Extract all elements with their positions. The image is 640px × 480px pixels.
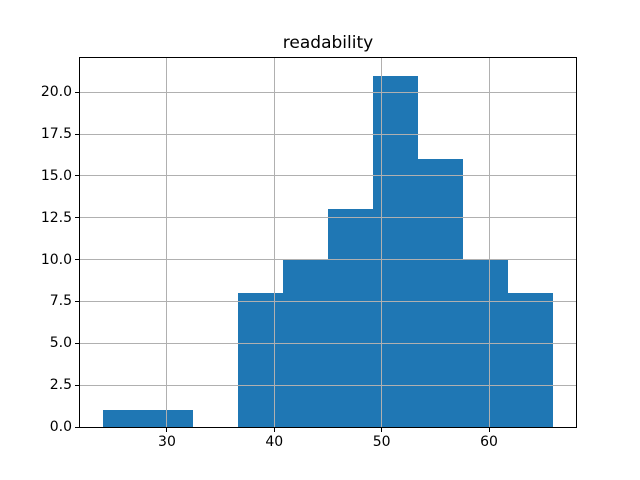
- gridline-horizontal: [80, 342, 576, 344]
- gridline-horizontal: [80, 426, 576, 427]
- histogram-bar: [418, 159, 464, 427]
- gridline-horizontal: [80, 91, 576, 93]
- y-tick-label: 17.5: [40, 126, 72, 143]
- x-tick-mark: [166, 427, 168, 432]
- y-tick-mark: [75, 426, 80, 428]
- x-tick-label: 50: [372, 434, 391, 450]
- x-tick-mark: [381, 427, 383, 432]
- plot-area: [79, 57, 577, 428]
- histogram-bar: [102, 410, 148, 427]
- y-tick-label: 2.5: [49, 377, 72, 394]
- histogram-bar: [147, 410, 193, 427]
- gridline-horizontal: [80, 300, 576, 302]
- y-tick-mark: [75, 217, 80, 219]
- histogram-bar: [328, 209, 374, 427]
- y-tick-mark: [75, 342, 80, 344]
- gridline-horizontal: [80, 175, 576, 177]
- y-tick-label: 7.5: [49, 293, 72, 310]
- y-tick-mark: [75, 259, 80, 261]
- y-tick-mark: [75, 175, 80, 177]
- x-tick-label: 40: [265, 434, 284, 450]
- x-tick-mark: [273, 427, 275, 432]
- y-tick-label: 20.0: [40, 84, 72, 101]
- histogram-bar: [373, 75, 419, 427]
- y-tick-label: 5.0: [49, 335, 72, 352]
- y-tick-label: 15.0: [40, 167, 72, 184]
- y-tick-label: 0.0: [49, 419, 72, 435]
- x-tick-label: 30: [158, 434, 176, 450]
- gridline-vertical: [166, 58, 168, 427]
- y-tick-mark: [75, 384, 80, 386]
- gridline-horizontal: [80, 259, 576, 261]
- y-tick-label: 10.0: [40, 251, 72, 268]
- y-tick-label: 12.5: [40, 209, 72, 226]
- histogram-bar: [508, 293, 554, 427]
- histogram-bar: [237, 293, 283, 427]
- chart-title: readability: [282, 33, 374, 53]
- gridline-horizontal: [80, 217, 576, 219]
- y-tick-mark: [75, 133, 80, 135]
- gridline-vertical: [488, 58, 490, 427]
- gridline-horizontal: [80, 133, 576, 135]
- gridline-vertical: [273, 58, 275, 427]
- y-tick-mark: [75, 300, 80, 302]
- x-tick-label: 60: [480, 434, 498, 450]
- x-tick-mark: [488, 427, 490, 432]
- gridline-horizontal: [80, 384, 576, 386]
- y-tick-mark: [75, 91, 80, 93]
- gridline-vertical: [381, 58, 383, 427]
